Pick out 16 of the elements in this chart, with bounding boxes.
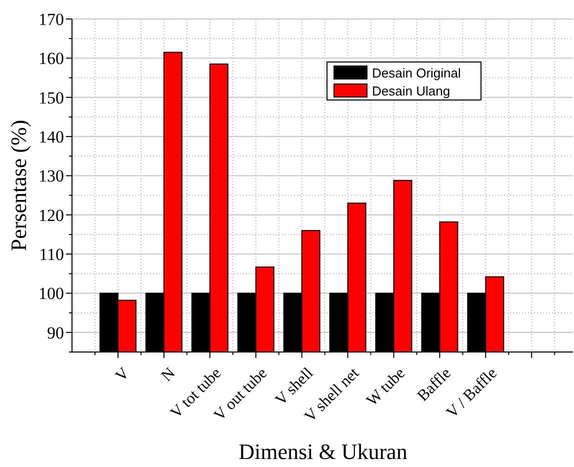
legend-label: Desain Original	[372, 66, 461, 81]
y-tick-label: 160	[38, 49, 64, 68]
y-tick-label: 150	[38, 88, 64, 108]
x-tick-label: N	[158, 364, 179, 385]
y-tick-label: 100	[38, 284, 64, 304]
x-tick-label: W tube	[364, 364, 408, 410]
x-axis-title: Dimensi & Ukuran	[238, 439, 408, 464]
y-tick-label: 120	[38, 206, 64, 225]
y-tick-label: 90	[47, 323, 64, 342]
y-tick-label: 170	[38, 10, 64, 29]
x-tick-label: V	[112, 364, 134, 385]
y-tick-label: 140	[38, 127, 64, 146]
y-axis-title: Persentase (%)	[6, 120, 31, 252]
legend-label: Desain Ulang	[372, 84, 450, 99]
y-tick-label: 130	[38, 166, 64, 186]
y-tick-label: 110	[39, 245, 64, 264]
